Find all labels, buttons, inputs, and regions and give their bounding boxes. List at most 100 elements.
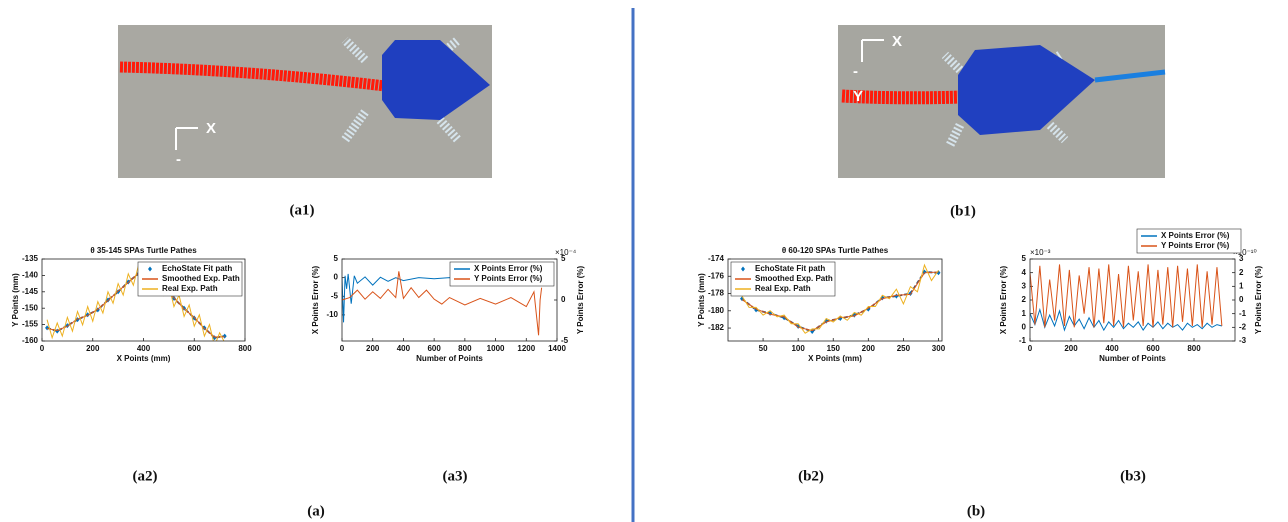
photo-label: X [892,33,902,50]
series-line [741,263,939,334]
y-tick-label: -176 [708,271,725,280]
x-tick-label: 600 [1146,344,1160,353]
axes-frame [41,258,246,342]
robot-body [382,40,490,120]
chart: 0 200 400 600 800 -160 -155 -150 -145 -140 -135 θ 3… [11,246,252,363]
robot-body [958,45,1095,135]
panel-label: (b) [967,503,985,519]
red-trail [119,61,386,92]
y-exponent: ×10⁻³ [1030,248,1051,257]
x-tick-label: 600 [188,344,202,353]
y2-tick-label: 3 [1239,254,1244,263]
series-line [1030,264,1223,328]
legend: X Points Error (%)Y Points Error (%) [1136,228,1242,254]
x-axis-label: Number of Points [1099,354,1166,363]
legend-label: X Points Error (%) [474,264,543,273]
x-axis-label: X Points (mm) [117,354,171,363]
x-tick-label: 150 [827,344,841,353]
legend-label: Real Exp. Path [755,284,811,293]
legend-box [449,261,555,287]
y-axis-label: X Points Error (%) [311,265,320,334]
legend-label: Y Points Error (%) [1161,241,1230,250]
y2-tick-label: 0 [1239,295,1244,304]
photo-label: - [176,151,181,168]
y2-tick-label: 1 [1239,281,1244,290]
x-tick-label: 200 [86,344,100,353]
y-tick-label: -5 [331,291,339,300]
y-tick-label: -10 [326,310,338,319]
y2-tick-label: -5 [561,336,569,345]
x-tick-label: 1200 [517,344,535,353]
panel-label: (b2) [798,468,824,484]
x-tick-label: 200 [862,344,876,353]
y-tick-label: -1 [1019,336,1027,345]
y-tick-label: 2 [1022,295,1027,304]
y-tick-label: 3 [1022,281,1027,290]
panel-label: (a) [307,503,325,519]
x-tick-label: 250 [897,344,911,353]
series-line [342,271,543,336]
axes-frame [727,258,943,342]
photo-label: - [853,63,858,80]
x-tick-label: 0 [40,344,45,353]
legend-label: Y Points Error (%) [474,274,543,283]
y2-tick-label: 5 [561,254,566,263]
panel-label: (b3) [1120,468,1146,484]
x-tick-label: 800 [238,344,252,353]
legend-box [1136,228,1242,254]
y-tick-label: -160 [22,336,39,345]
legend-label: EchoState Fit path [755,264,825,273]
legend-swatch [148,266,152,272]
y-tick-label: -140 [22,271,39,280]
y-axis-label: Y Points (mm) [11,273,20,327]
x-tick-label: 200 [1064,344,1078,353]
legend-label: Smoothed Exp. Path [755,274,833,283]
x-tick-label: 1400 [548,344,566,353]
legend-label: Smoothed Exp. Path [162,274,240,283]
x-tick-label: 800 [1187,344,1201,353]
y-tick-label: -155 [22,320,39,329]
y-axis-label: X Points Error (%) [999,265,1008,334]
y2-tick-label: -1 [1239,309,1247,318]
x-tick-label: 100 [791,344,805,353]
legend: X Points Error (%)Y Points Error (%) [449,261,555,287]
y-tick-label: -150 [22,303,39,312]
x-tick-label: 600 [427,344,441,353]
photo-b1: X - Y [838,25,1166,178]
legend-label: Real Exp. Path [162,284,218,293]
plot [1030,264,1223,332]
x-tick-label: 50 [759,344,768,353]
y2-tick-label: -3 [1239,336,1247,345]
y2-tick-label: -2 [1239,322,1247,331]
fins [341,36,462,144]
series-line [46,263,225,341]
x-tick-label: 0 [340,344,345,353]
y-tick-label: -145 [22,287,39,296]
chart: 0 200 400 600 800 1000 1200 1400 -10 -5 0 5 -5 0 5 Numb… [311,248,585,363]
photo-label: Y [853,88,863,105]
y-tick-label: -135 [22,254,39,263]
y2-axis-label: Y Points Error (%) [576,266,585,335]
x-tick-label: 0 [1028,344,1033,353]
plot [740,263,941,335]
marker [222,333,227,339]
y-axis-label: Y Points (mm) [697,273,706,327]
x-axis-label: Number of Points [416,354,483,363]
x-tick-label: 200 [366,344,380,353]
x-tick-label: 400 [397,344,411,353]
y-tick-label: 5 [1022,254,1027,263]
series-line [1030,307,1223,332]
chart-title: θ 60-120 SPAs Turtle Pathes [782,246,889,255]
panel-label: (b1) [950,203,976,219]
x-tick-label: 800 [458,344,472,353]
photo-label: X [206,120,216,137]
panel-label: (a2) [133,468,158,484]
y-tick-label: -178 [708,289,725,298]
y-tick-label: 1 [1022,309,1027,318]
x-axis-label: X Points (mm) [808,354,862,363]
y2-exponent: ×10⁻¹⁰ [1233,248,1257,257]
x-tick-label: 400 [137,344,151,353]
